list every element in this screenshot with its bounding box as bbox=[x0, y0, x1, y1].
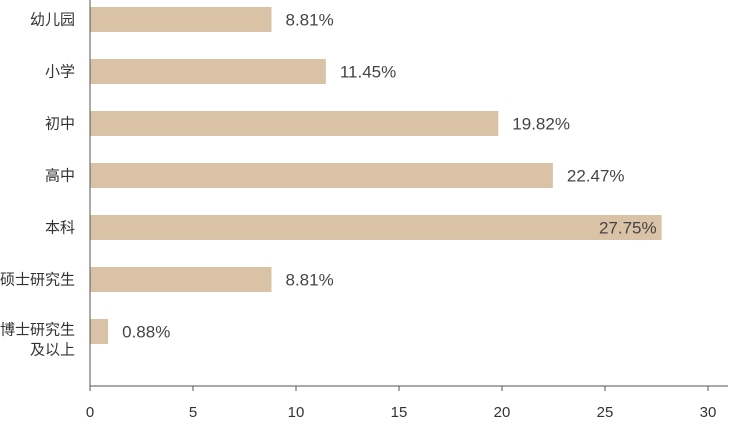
x-tick-label: 10 bbox=[288, 404, 305, 421]
bars-group bbox=[90, 7, 662, 344]
value-label: 19.82% bbox=[512, 115, 570, 134]
bar bbox=[90, 111, 499, 136]
x-tick-label: 30 bbox=[700, 404, 717, 421]
x-tick-label: 5 bbox=[189, 404, 197, 421]
x-tick-label: 20 bbox=[494, 404, 511, 421]
category-label: 初中 bbox=[45, 115, 75, 133]
category-label: 本科 bbox=[45, 219, 75, 237]
value-labels: 8.81% 11.45% 19.82% 22.47% 27.75% 8.81% 0.88% bbox=[122, 11, 657, 342]
x-tick-labels: 0 5 10 15 20 25 30 bbox=[86, 386, 717, 421]
value-label: 11.45% bbox=[340, 63, 396, 82]
bar bbox=[90, 7, 272, 32]
x-tick-label: 0 bbox=[86, 404, 94, 421]
bar bbox=[90, 215, 662, 240]
axes bbox=[89, 0, 728, 387]
value-label: 8.81% bbox=[285, 11, 333, 30]
bar bbox=[90, 267, 272, 292]
value-label: 8.81% bbox=[285, 271, 333, 290]
category-label: 小学 bbox=[45, 63, 75, 81]
x-tick-label: 25 bbox=[597, 404, 614, 421]
value-label: 27.75% bbox=[599, 219, 657, 238]
value-label: 22.47% bbox=[567, 167, 625, 186]
bar bbox=[90, 163, 553, 188]
category-label: 幼儿园 bbox=[30, 11, 75, 29]
category-label: 博士研究生及以上 bbox=[0, 321, 75, 359]
bar bbox=[90, 59, 326, 84]
bar bbox=[90, 319, 109, 344]
value-label: 0.88% bbox=[122, 323, 170, 342]
category-label: 高中 bbox=[45, 167, 75, 185]
x-tick-label: 15 bbox=[391, 404, 408, 421]
category-label: 硕士研究生 bbox=[0, 271, 75, 289]
